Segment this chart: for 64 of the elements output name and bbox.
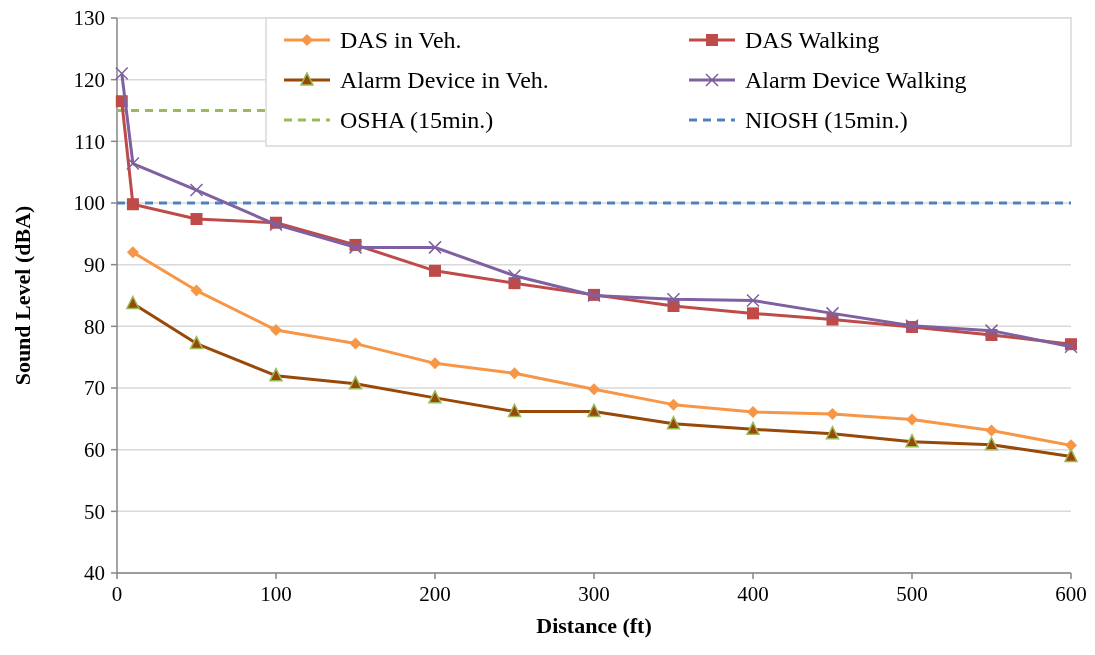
point (126, 295, 140, 310)
point (825, 425, 840, 440)
point (984, 323, 999, 338)
y-tick-label: 50 (84, 499, 105, 524)
point (747, 307, 759, 320)
point (189, 183, 204, 197)
point (1064, 448, 1078, 463)
point (190, 213, 203, 226)
y-tick-label: 120 (73, 68, 105, 93)
point (269, 367, 283, 382)
point (826, 407, 839, 420)
x-axis-title: Distance (ft) (536, 613, 652, 638)
legend-label: NIOSH (15min.) (745, 107, 908, 134)
y-tick-label: 130 (73, 6, 105, 31)
point (984, 436, 999, 451)
x-tick-label: 500 (896, 582, 928, 606)
point (508, 367, 521, 380)
point (126, 246, 139, 259)
point (348, 375, 363, 390)
x-tick-label: 600 (1055, 582, 1087, 606)
y-tick-label: 40 (84, 561, 105, 586)
x-tick-label: 100 (260, 582, 292, 606)
point (190, 284, 203, 297)
point (746, 421, 760, 436)
legend-label: Alarm Device in Veh. (340, 67, 549, 94)
x-tick-label: 300 (578, 582, 610, 606)
point (429, 357, 441, 370)
point (428, 390, 442, 404)
point (126, 156, 140, 171)
point (746, 293, 760, 308)
point (507, 403, 522, 418)
point (905, 433, 919, 448)
point (349, 337, 362, 350)
point (507, 269, 522, 283)
y-tick-label: 110 (74, 129, 105, 154)
point (189, 335, 204, 350)
point (588, 383, 600, 396)
y-tick-label: 80 (84, 314, 105, 339)
point (270, 324, 282, 337)
point (666, 416, 681, 430)
y-axis-title: Sound Level (dBA) (10, 205, 35, 386)
point (666, 292, 681, 306)
y-tick-label: 60 (84, 438, 105, 463)
y-tick-label: 70 (84, 376, 105, 401)
point (587, 403, 601, 418)
y-tick-label: 100 (73, 191, 105, 216)
legend-label: DAS Walking (745, 27, 880, 54)
x-tick-label: 200 (419, 582, 451, 606)
legend-label: Alarm Device Walking (745, 67, 967, 94)
legend-label: DAS in Veh. (340, 27, 462, 54)
point (906, 413, 918, 426)
x-tick-label: 400 (737, 582, 769, 606)
point (667, 398, 680, 411)
point (747, 406, 759, 419)
point (115, 66, 129, 81)
x-tick-label: 0 (111, 582, 123, 606)
point (348, 240, 363, 255)
point (428, 240, 442, 255)
ref-line-label: OSHA (15min.) (340, 107, 494, 134)
y-tick-label: 90 (84, 253, 105, 278)
point (126, 198, 139, 211)
point (825, 306, 840, 321)
point (429, 264, 441, 277)
point (985, 424, 998, 437)
